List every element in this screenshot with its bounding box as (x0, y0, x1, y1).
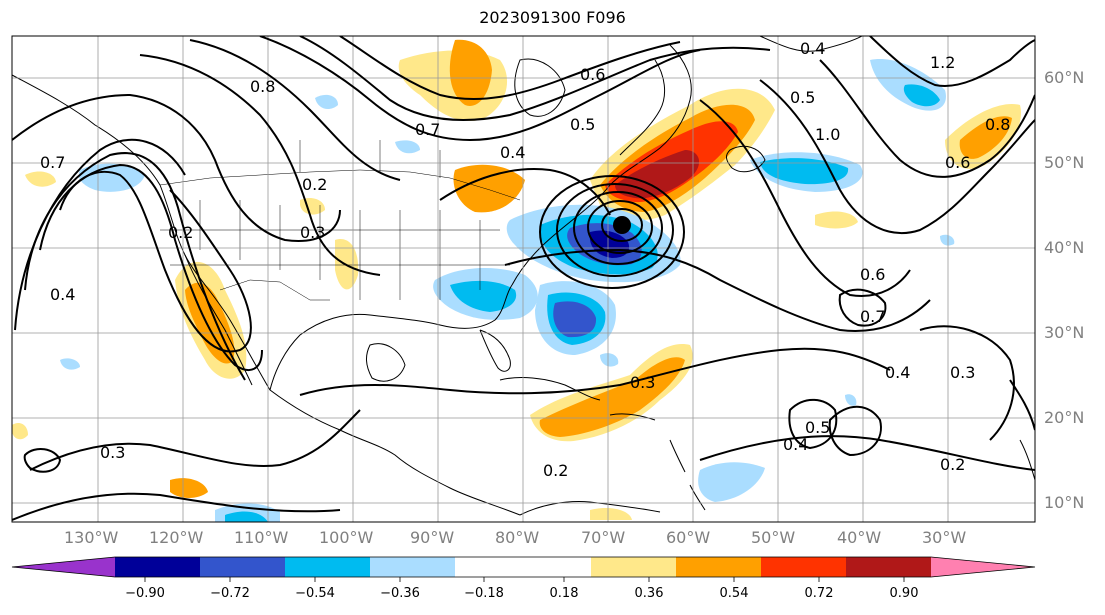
latitude-label: 10°N (1044, 493, 1085, 512)
contour-label: 0.2 (940, 455, 965, 474)
contour-label: 1.0 (815, 125, 840, 144)
longitude-label: 120°W (149, 528, 204, 547)
contour-label: 1.2 (930, 53, 955, 72)
longitude-label: 50°W (751, 528, 796, 547)
colorbar-bin (761, 557, 846, 577)
longitude-label: 90°W (410, 528, 455, 547)
contour-label: 0.2 (168, 223, 193, 242)
latitude-label: 60°N (1044, 68, 1085, 87)
contour-label: 0.4 (783, 435, 808, 454)
colorbar-bin (370, 557, 455, 577)
longitude-label: 30°W (922, 528, 967, 547)
latitude-label: 20°N (1044, 408, 1085, 427)
colorbar (11, 556, 1036, 582)
contour-label: 0.8 (250, 77, 275, 96)
colorbar-tick-label: −0.90 (125, 586, 165, 601)
contour-label: 0.5 (570, 115, 595, 134)
map-frame (11, 35, 1036, 523)
colorbar-bin (285, 557, 370, 577)
contour-label: 0.5 (805, 418, 830, 437)
longitude-label: 70°W (581, 528, 626, 547)
contour-label: 0.4 (800, 39, 825, 58)
colorbar-bin (115, 557, 200, 577)
contour-label: 0.2 (543, 461, 568, 480)
colorbar-bin (12, 557, 115, 577)
contour-label: 0.7 (415, 120, 440, 139)
longitude-label: 100°W (319, 528, 374, 547)
longitude-label: 40°W (837, 528, 882, 547)
contour-label: 0.7 (40, 153, 65, 172)
colorbar-tick-label: 0.90 (889, 586, 919, 601)
colorbar-bin (591, 557, 676, 577)
longitude-label: 80°W (495, 528, 540, 547)
colorbar-bin (676, 557, 761, 577)
latitude-label: 40°N (1044, 238, 1085, 257)
contour-label: 0.6 (860, 265, 885, 284)
colorbar-tick-label: 0.18 (549, 586, 579, 601)
contour-label: 0.5 (790, 88, 815, 107)
map-title: 2023091300 F096 (479, 8, 626, 27)
low-center-marker (613, 216, 631, 234)
contour-label: 0.3 (300, 223, 325, 242)
colorbar-bin (846, 557, 931, 577)
colorbar-tick-label: −0.36 (380, 586, 420, 601)
colorbar-tick-label: −0.18 (464, 586, 504, 601)
colorbar-tick-label: −0.54 (295, 586, 335, 601)
latitude-label: 50°N (1044, 153, 1085, 172)
colorbar-bin (455, 557, 591, 577)
longitude-label: 60°W (666, 528, 711, 547)
coastlines (12, 36, 1035, 516)
graticule (12, 36, 1035, 522)
colorbar-bin (931, 557, 1035, 577)
colorbar-tick-label: 0.36 (634, 586, 664, 601)
contour-label: 0.3 (950, 363, 975, 382)
contour-label: 0.4 (500, 143, 525, 162)
contour-label: 0.3 (100, 443, 125, 462)
contour-label: 0.4 (885, 363, 910, 382)
contour-lines (12, 36, 1035, 521)
contour-label: 0.6 (580, 65, 605, 84)
contour-label: 0.2 (302, 175, 327, 194)
longitude-label: 110°W (234, 528, 289, 547)
contour-label: 0.4 (50, 285, 75, 304)
contour-label: 0.3 (630, 373, 655, 392)
contour-label: 0.7 (860, 307, 885, 326)
colorbar-tick-label: 0.54 (719, 586, 749, 601)
contour-label: 0.6 (945, 153, 970, 172)
latitude-label: 30°N (1044, 323, 1085, 342)
colorbar-tick-label: 0.72 (804, 586, 834, 601)
colorbar-tick-label: −0.72 (210, 586, 250, 601)
longitude-label: 130°W (64, 528, 119, 547)
contour-label-group: 0.2 0.2 0.2 0.2 0.3 0.3 0.3 0.3 0.4 0.4 … (40, 39, 1010, 480)
colorbar-bin (200, 557, 285, 577)
contour-label: 0.8 (985, 115, 1010, 134)
